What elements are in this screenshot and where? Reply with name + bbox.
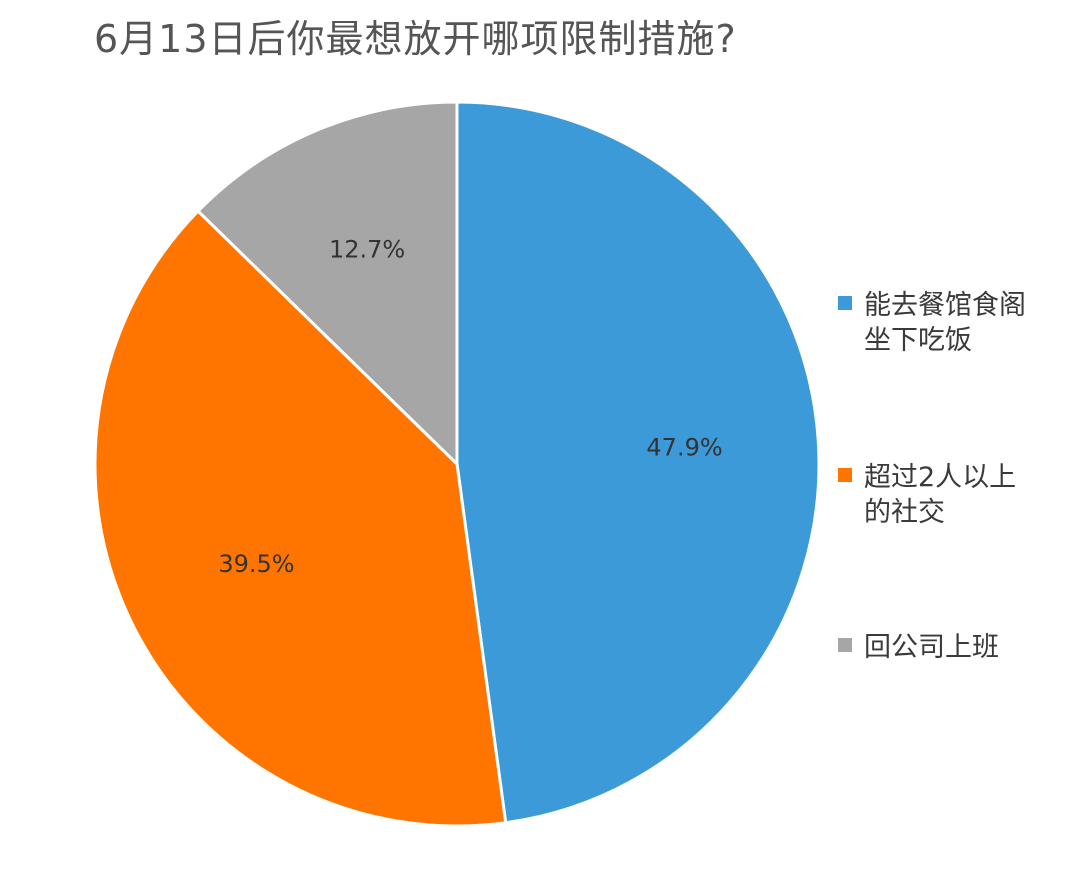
slice-restaurant-dining [455, 100, 821, 825]
slice-value-label: 39.5% [218, 550, 294, 578]
legend-label: 超过2人以上的社交 [864, 462, 1017, 528]
legend-item-social-gathering: 超过2人以上的社交 [838, 460, 1039, 530]
slice-return-to-office [196, 100, 459, 466]
legend-label: 能去餐馆食阁坐下吃饭 [864, 290, 1026, 356]
legend-swatch [838, 468, 852, 482]
slice-value-label: 47.9% [646, 434, 722, 462]
legend-label: 回公司上班 [864, 632, 999, 663]
legend-item-restaurant-dining: 能去餐馆食阁坐下吃饭 [838, 288, 1039, 358]
legend-swatch [838, 296, 852, 310]
chart-title: 6月13日后你最想放开哪项限制措施? [94, 17, 737, 61]
legend-item-return-to-office: 回公司上班 [838, 630, 1039, 665]
legend-swatch [838, 638, 852, 652]
slice-social-gathering [93, 209, 508, 828]
slice-value-label: 12.7% [329, 235, 405, 263]
